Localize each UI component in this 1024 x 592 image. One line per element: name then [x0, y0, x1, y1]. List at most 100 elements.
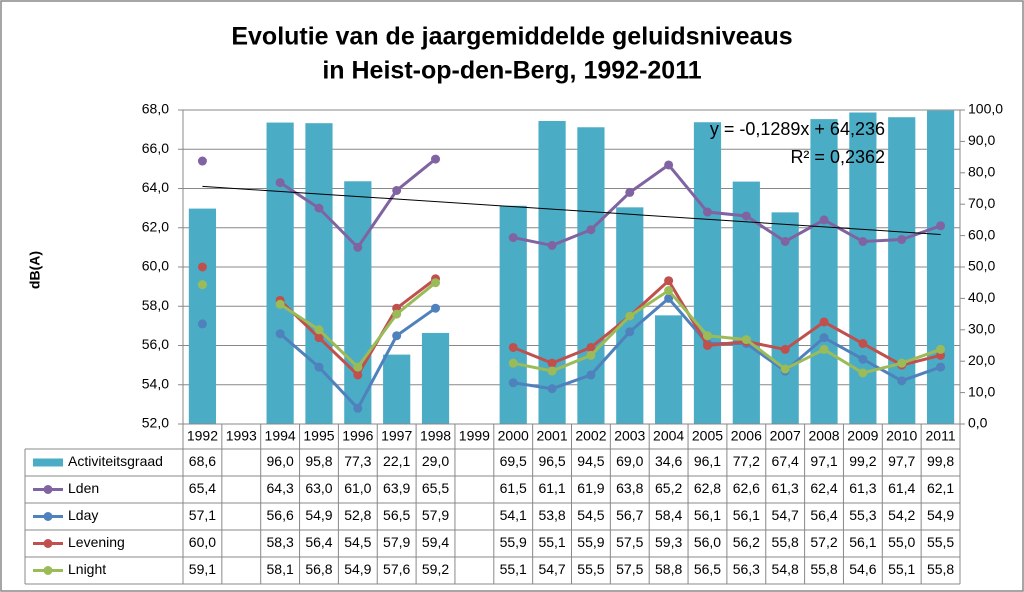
point — [314, 362, 324, 372]
trendline-r2: R² = 0,2362 — [790, 147, 885, 167]
point — [547, 240, 557, 250]
legend-key — [33, 458, 63, 467]
table-value: 54,9 — [305, 507, 332, 523]
table-value: 94,5 — [577, 453, 604, 469]
point — [547, 384, 557, 394]
table-value: 59,1 — [189, 561, 216, 577]
table-value: 56,6 — [267, 507, 294, 523]
point — [314, 203, 324, 213]
x-tick-label: 2002 — [575, 428, 606, 444]
table-value: 62,6 — [733, 480, 760, 496]
table-value: 61,1 — [538, 480, 565, 496]
y-tick-label: 52,0 — [142, 415, 169, 431]
x-tick-label: 1993 — [226, 428, 257, 444]
table-value: 55,9 — [577, 534, 604, 550]
table-value: 22,1 — [383, 453, 410, 469]
point — [508, 378, 518, 388]
point — [508, 233, 518, 243]
legend-key — [43, 485, 53, 494]
point — [431, 303, 441, 313]
x-tick-label: 1998 — [420, 428, 451, 444]
y-tick-label: 56,0 — [142, 336, 169, 352]
table-value: 61,3 — [772, 480, 799, 496]
legend-label: Lden — [68, 480, 99, 496]
table-value: 55,1 — [538, 534, 565, 550]
table-value: 97,7 — [888, 453, 915, 469]
table-value: 68,6 — [189, 453, 216, 469]
legend-key — [43, 539, 53, 548]
table-value: 64,3 — [267, 480, 294, 496]
table-value: 55,8 — [810, 561, 837, 577]
point — [275, 329, 285, 339]
table-value: 56,5 — [694, 561, 721, 577]
point — [858, 339, 868, 349]
point — [275, 178, 285, 188]
bar — [888, 117, 916, 425]
table-value: 58,8 — [655, 561, 682, 577]
bar — [693, 122, 722, 424]
y2-tick-label: 30,0 — [968, 321, 995, 337]
table-value: 61,5 — [500, 480, 527, 496]
table-value: 58,3 — [267, 534, 294, 550]
point — [858, 236, 868, 246]
table-value: 56,8 — [305, 561, 332, 577]
x-tick-label: 2007 — [770, 428, 801, 444]
y2-tick-label: 80,0 — [968, 164, 995, 180]
y2-tick-label: 40,0 — [968, 289, 995, 305]
point — [936, 344, 946, 354]
y-tick-label: 62,0 — [142, 218, 169, 234]
bar — [499, 205, 527, 424]
table-value: 34,6 — [655, 453, 682, 469]
point — [586, 225, 596, 235]
bar — [421, 332, 450, 424]
table-value: 54,1 — [500, 507, 527, 523]
legend-key — [43, 566, 53, 575]
x-tick-label: 2010 — [886, 428, 917, 444]
y-tick-label: 60,0 — [142, 258, 169, 274]
legend-key — [43, 512, 53, 521]
bar — [188, 208, 217, 424]
table-value: 62,4 — [810, 480, 837, 496]
x-tick-label: 1995 — [303, 428, 334, 444]
table-value: 77,2 — [733, 453, 760, 469]
point — [392, 331, 402, 341]
table-value: 63,0 — [305, 480, 332, 496]
point — [664, 286, 674, 296]
point — [780, 236, 790, 246]
point — [508, 342, 518, 352]
point — [858, 368, 868, 378]
table-value: 57,5 — [616, 534, 643, 550]
chart-title: Evolutie van de jaargemiddelde geluidsni… — [231, 23, 792, 51]
point — [197, 262, 207, 272]
point — [819, 333, 829, 343]
table-value: 54,5 — [577, 507, 604, 523]
y2-tick-label: 10,0 — [968, 383, 995, 399]
table-value: 65,2 — [655, 480, 682, 496]
point — [625, 327, 635, 337]
bar — [771, 212, 799, 424]
trendline — [202, 185, 941, 235]
point — [275, 299, 285, 309]
line — [512, 278, 941, 367]
point — [547, 366, 557, 376]
point — [353, 370, 363, 380]
table-value: 61,3 — [849, 480, 876, 496]
bar — [655, 315, 683, 424]
table-value: 58,1 — [267, 561, 294, 577]
x-tick-label: 2009 — [847, 428, 878, 444]
point — [780, 344, 790, 354]
table-value: 56,1 — [694, 507, 721, 523]
bar — [344, 181, 372, 424]
table-value: 61,9 — [577, 480, 604, 496]
x-tick-label: 2004 — [653, 428, 684, 444]
table-value: 65,5 — [422, 480, 449, 496]
table-value: 52,8 — [344, 507, 371, 523]
y-axis-label: dB(A) — [27, 251, 43, 289]
point — [314, 333, 324, 343]
y-tick-label: 64,0 — [142, 179, 169, 195]
table-value: 57,1 — [189, 507, 216, 523]
point — [936, 362, 946, 372]
point — [741, 335, 751, 345]
table-value: 55,5 — [927, 534, 954, 550]
table-value: 61,4 — [888, 480, 915, 496]
